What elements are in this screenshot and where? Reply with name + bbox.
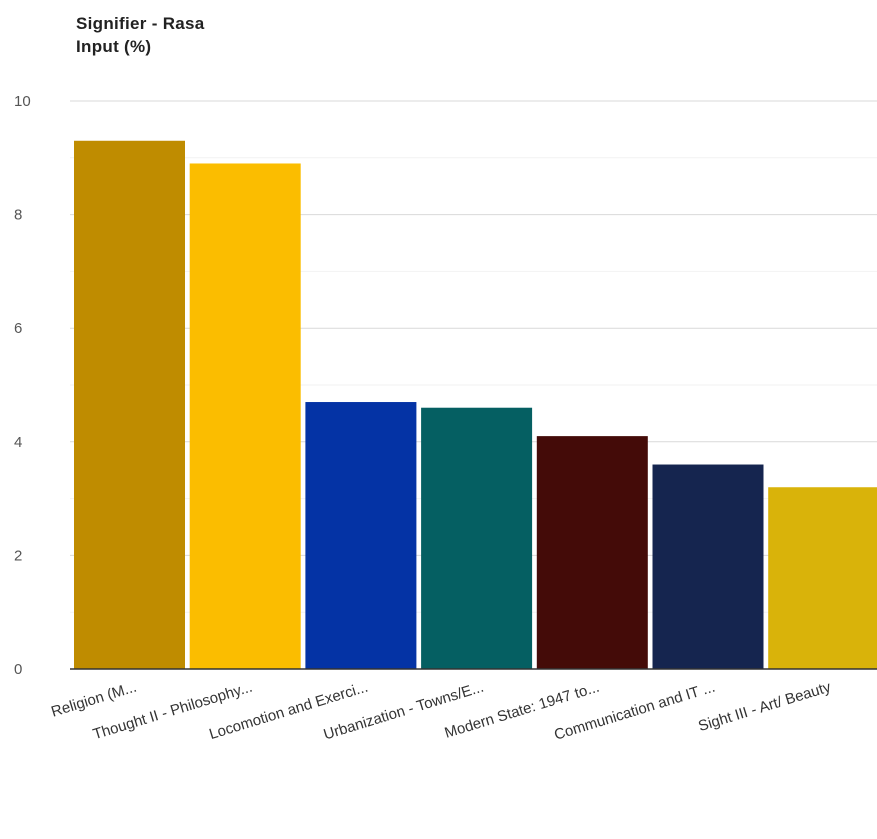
y-tick-label: 4 <box>14 434 22 451</box>
x-category-label: Sight III - Art/ Beauty <box>696 678 833 735</box>
bar <box>189 163 301 670</box>
bar <box>768 487 877 669</box>
chart-title: Signifier - Rasa <box>76 14 205 33</box>
bar <box>536 436 648 669</box>
chart-title-block: Signifier - Rasa Input (%) <box>76 12 205 58</box>
chart-subtitle: Input (%) <box>76 37 152 56</box>
bar <box>305 402 417 669</box>
y-tick-label: 6 <box>14 320 22 337</box>
bar <box>421 407 533 669</box>
bar <box>74 140 185 669</box>
y-tick-label: 0 <box>14 661 22 678</box>
bar <box>652 464 764 669</box>
y-tick-label: 10 <box>14 93 31 110</box>
x-category-label: Religion (M... <box>49 679 138 721</box>
y-tick-label: 8 <box>14 207 22 224</box>
y-tick-label: 2 <box>14 547 22 564</box>
